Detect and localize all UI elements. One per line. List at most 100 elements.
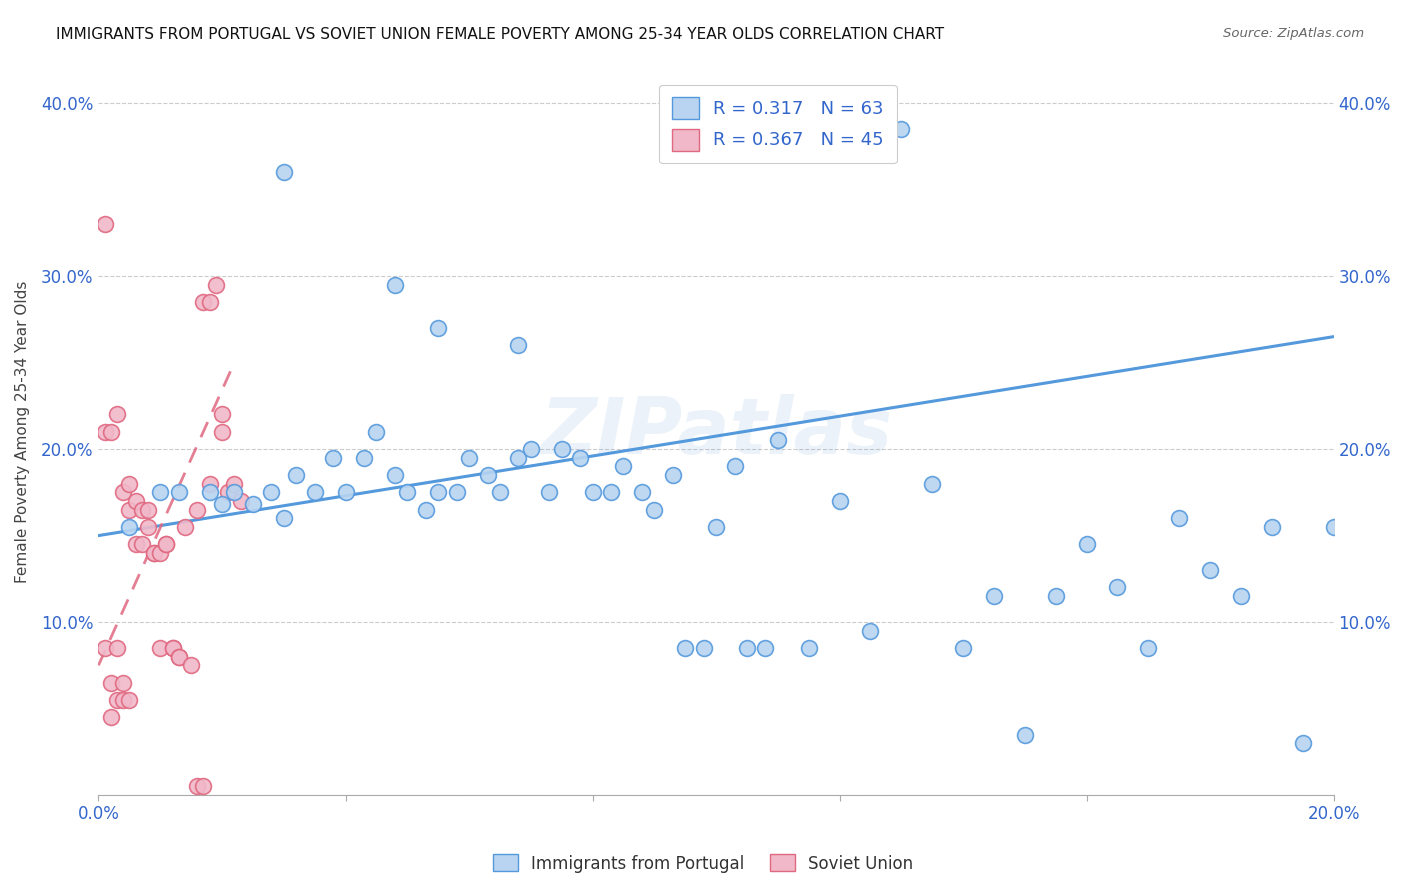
Point xyxy=(198,295,221,310)
Point xyxy=(93,640,115,655)
Point xyxy=(186,780,208,794)
Point xyxy=(569,450,592,465)
Point xyxy=(167,485,190,500)
Point xyxy=(1107,581,1129,595)
Point xyxy=(167,649,190,664)
Point xyxy=(1137,640,1160,655)
Point xyxy=(1014,727,1036,741)
Point xyxy=(198,485,221,500)
Point xyxy=(754,640,776,655)
Point xyxy=(136,502,159,516)
Point xyxy=(118,520,141,534)
Point xyxy=(105,408,128,422)
Point xyxy=(477,468,499,483)
Point xyxy=(273,165,295,179)
Point xyxy=(118,502,141,516)
Point xyxy=(136,520,159,534)
Point xyxy=(550,442,572,456)
Point xyxy=(285,468,308,483)
Text: Source: ZipAtlas.com: Source: ZipAtlas.com xyxy=(1223,27,1364,40)
Point xyxy=(198,476,221,491)
Point xyxy=(952,640,974,655)
Point xyxy=(242,498,264,512)
Point xyxy=(105,640,128,655)
Point xyxy=(723,459,745,474)
Point xyxy=(673,640,696,655)
Point xyxy=(335,485,357,500)
Point xyxy=(766,434,789,448)
Point xyxy=(112,485,135,500)
Point xyxy=(1292,736,1315,750)
Point xyxy=(600,485,623,500)
Point xyxy=(193,295,215,310)
Point xyxy=(631,485,654,500)
Point xyxy=(304,485,326,500)
Point xyxy=(204,277,226,292)
Point xyxy=(384,277,406,292)
Point xyxy=(538,485,561,500)
Point xyxy=(322,450,344,465)
Point xyxy=(211,408,233,422)
Point xyxy=(211,425,233,439)
Point xyxy=(162,640,184,655)
Point xyxy=(1261,520,1284,534)
Point xyxy=(112,693,135,707)
Point xyxy=(118,476,141,491)
Point xyxy=(105,693,128,707)
Point xyxy=(1199,563,1222,577)
Point xyxy=(396,485,419,500)
Point xyxy=(508,338,530,352)
Point xyxy=(643,502,665,516)
Point xyxy=(859,624,882,638)
Point xyxy=(162,640,184,655)
Legend: Immigrants from Portugal, Soviet Union: Immigrants from Portugal, Soviet Union xyxy=(486,847,920,880)
Point xyxy=(983,589,1005,603)
Point xyxy=(273,511,295,525)
Point xyxy=(100,710,122,724)
Point xyxy=(520,442,543,456)
Point xyxy=(427,321,450,335)
Point xyxy=(704,520,727,534)
Point xyxy=(217,485,239,500)
Point xyxy=(828,494,851,508)
Point xyxy=(167,649,190,664)
Legend: R = 0.317   N = 63, R = 0.367   N = 45: R = 0.317 N = 63, R = 0.367 N = 45 xyxy=(659,85,897,163)
Point xyxy=(149,485,172,500)
Point xyxy=(155,537,177,551)
Y-axis label: Female Poverty Among 25-34 Year Olds: Female Poverty Among 25-34 Year Olds xyxy=(15,281,30,583)
Point xyxy=(93,217,115,231)
Text: IMMIGRANTS FROM PORTUGAL VS SOVIET UNION FEMALE POVERTY AMONG 25-34 YEAR OLDS CO: IMMIGRANTS FROM PORTUGAL VS SOVIET UNION… xyxy=(56,27,945,42)
Point xyxy=(921,476,943,491)
Point xyxy=(797,640,820,655)
Point xyxy=(458,450,481,465)
Point xyxy=(100,425,122,439)
Point xyxy=(260,485,283,500)
Point xyxy=(180,658,202,673)
Point xyxy=(366,425,388,439)
Point xyxy=(174,520,197,534)
Point xyxy=(112,675,135,690)
Point xyxy=(100,675,122,690)
Point xyxy=(118,693,141,707)
Point xyxy=(612,459,634,474)
Point xyxy=(1076,537,1098,551)
Point xyxy=(489,485,512,500)
Point xyxy=(735,640,758,655)
Point xyxy=(415,502,437,516)
Point xyxy=(224,485,246,500)
Point xyxy=(229,494,252,508)
Point xyxy=(131,502,153,516)
Point xyxy=(890,122,912,136)
Point xyxy=(224,476,246,491)
Point xyxy=(427,485,450,500)
Point xyxy=(124,494,146,508)
Point xyxy=(353,450,375,465)
Point xyxy=(149,546,172,560)
Point xyxy=(155,537,177,551)
Text: ZIPatlas: ZIPatlas xyxy=(540,393,893,470)
Point xyxy=(211,498,233,512)
Point xyxy=(1230,589,1253,603)
Point xyxy=(149,640,172,655)
Point xyxy=(124,537,146,551)
Point xyxy=(186,502,208,516)
